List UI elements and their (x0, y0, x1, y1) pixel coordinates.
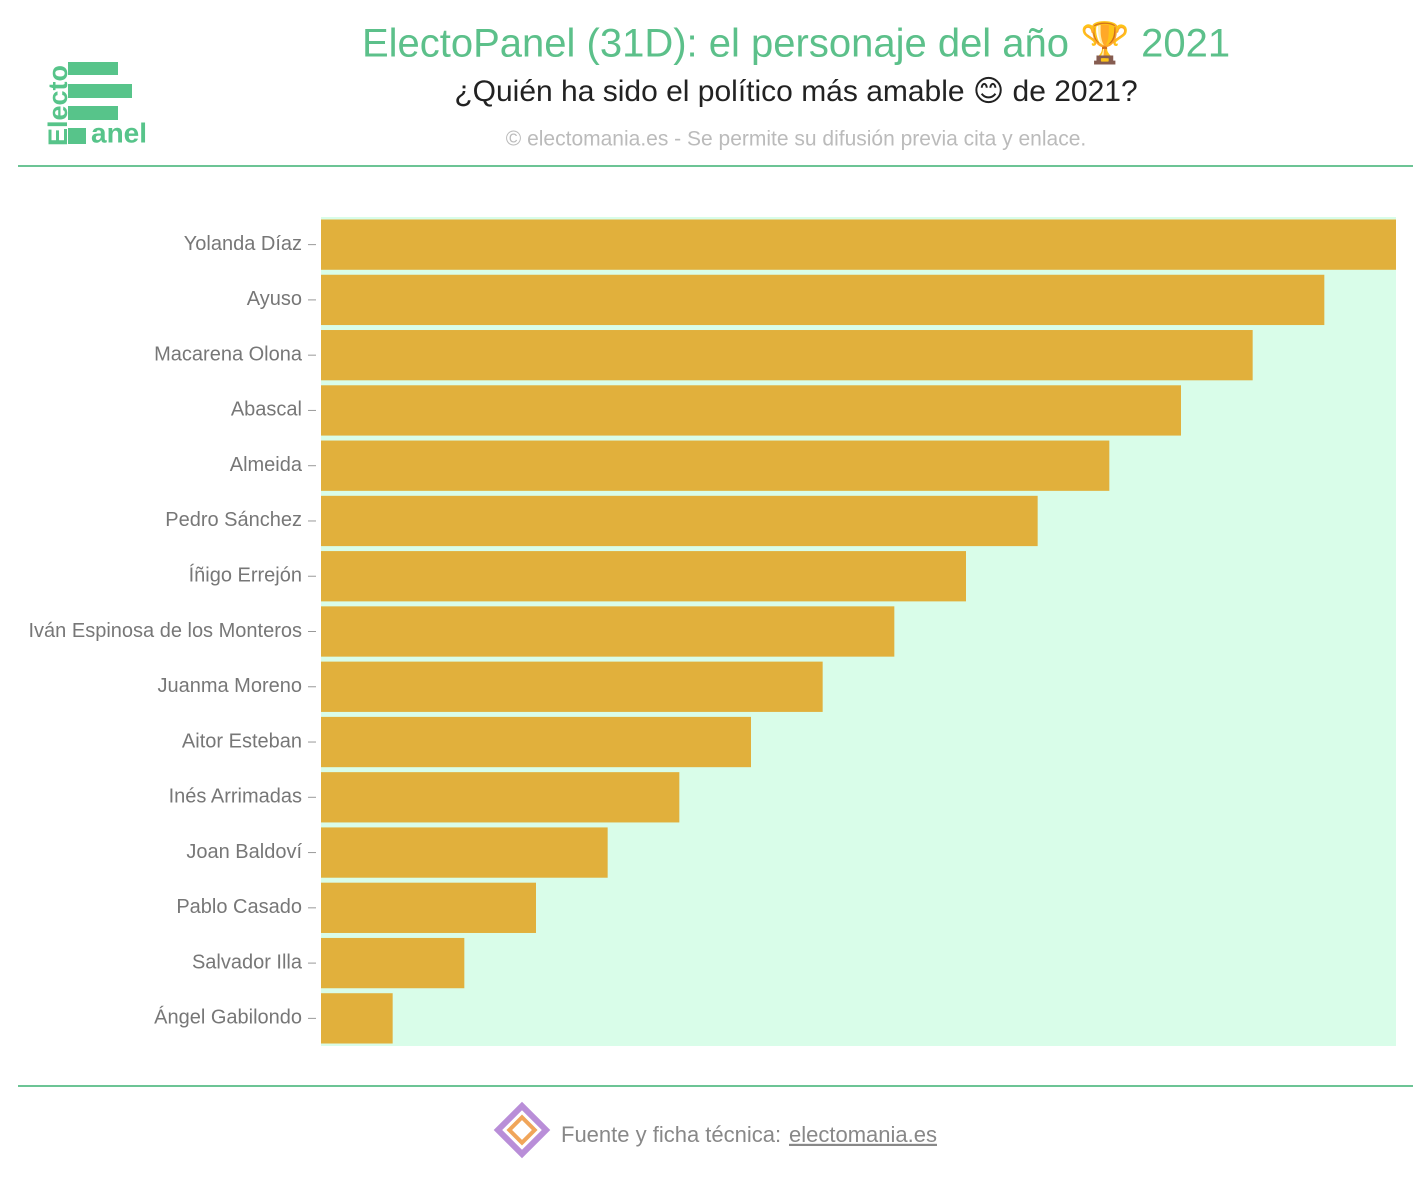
y-tick-label: Pablo Casado (176, 896, 302, 918)
y-tick-label: Íñigo Errejón (189, 564, 302, 587)
bar (321, 661, 823, 712)
chart-subtitle: ¿Quién ha sido el político más amable 😊 … (454, 75, 1137, 108)
y-tick-label: Ángel Gabilondo (154, 1006, 302, 1029)
logo: Electo anel (43, 62, 147, 148)
y-tick-label: Pedro Sánchez (165, 509, 302, 531)
logo-bar (68, 84, 132, 98)
logo-bar (68, 62, 118, 75)
logo-bar (68, 128, 86, 144)
credit: © electomania.es - Se permite su difusió… (506, 128, 1086, 151)
bar (321, 274, 1325, 326)
y-tick-label: Abascal (231, 399, 302, 421)
bar (321, 330, 1253, 381)
bar (321, 882, 536, 933)
logo-bar (68, 106, 118, 120)
bar (321, 440, 1110, 491)
bar (321, 772, 680, 823)
footer-icon (493, 1101, 551, 1159)
logo-text: Electo (43, 65, 73, 146)
y-tick-label: Ayuso (247, 288, 302, 310)
y-tick-label: Yolanda Díaz (184, 233, 302, 255)
bar (321, 827, 608, 878)
bar (321, 495, 1038, 547)
bar (321, 219, 1396, 270)
y-tick-label: Juanma Moreno (157, 675, 302, 697)
bar (321, 606, 895, 657)
footer-text: Fuente y ficha técnica: (561, 1122, 781, 1147)
logo-text: anel (91, 117, 147, 148)
footer-link[interactable]: electomania.es (789, 1122, 937, 1147)
y-tick-label: Iván Espinosa de los Monteros (29, 620, 303, 642)
y-tick-label: Joan Baldoví (186, 841, 302, 863)
chart-title: ElectoPanel (31D): el personaje del año … (362, 20, 1230, 66)
y-tick-label: Almeida (230, 454, 303, 476)
bar (321, 993, 393, 1044)
y-tick-label: Aitor Esteban (182, 730, 302, 752)
y-tick-label: Salvador Illa (192, 951, 303, 973)
bar (321, 551, 966, 602)
bar (321, 716, 751, 768)
bar (321, 385, 1181, 436)
bar (321, 937, 465, 989)
y-tick-label: Inés Arrimadas (169, 786, 302, 808)
y-tick-label: Macarena Olona (154, 343, 303, 365)
